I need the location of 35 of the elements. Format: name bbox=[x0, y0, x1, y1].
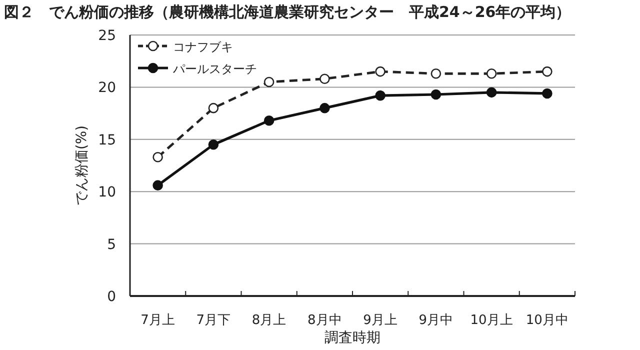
x-tick-label: 9月上 bbox=[363, 313, 398, 328]
legend-label: パールスターチ bbox=[172, 62, 257, 76]
x-tick-label: 10月中 bbox=[526, 313, 568, 328]
y-tick-label: 0 bbox=[107, 289, 116, 305]
point bbox=[430, 68, 442, 79]
x-tick-label: 8月上 bbox=[252, 313, 286, 328]
point bbox=[152, 180, 163, 190]
legend-label: コナフブキ bbox=[173, 40, 233, 54]
point bbox=[208, 102, 219, 114]
point bbox=[320, 74, 330, 84]
y-tick-label: 20 bbox=[98, 80, 116, 96]
x-axis-title: 調査時期 bbox=[324, 330, 380, 346]
point bbox=[542, 66, 552, 77]
y-axis-title: でん粉価(%) bbox=[74, 125, 90, 206]
point bbox=[430, 89, 442, 100]
point bbox=[486, 87, 497, 98]
point bbox=[208, 139, 219, 150]
y-tick-label: 10 bbox=[98, 184, 116, 201]
point bbox=[542, 88, 552, 99]
point bbox=[264, 76, 274, 88]
point bbox=[152, 152, 163, 162]
x-tick-label: 9月中 bbox=[418, 313, 454, 328]
y-tick-label: 5 bbox=[107, 236, 116, 253]
chart-title: 図２ でん粉価の推移（農研機構北海道農業研究センター 平成24～26年の平均） bbox=[4, 3, 571, 21]
point bbox=[320, 102, 330, 114]
x-tick-label: 10月上 bbox=[470, 313, 513, 328]
y-tick-label: 15 bbox=[98, 132, 116, 148]
point bbox=[375, 90, 386, 101]
x-tick-label: 8月中 bbox=[308, 313, 342, 328]
point bbox=[264, 115, 274, 126]
point bbox=[375, 66, 386, 77]
y-tick-label: 25 bbox=[98, 28, 116, 44]
x-tick-label: 7月上 bbox=[140, 313, 175, 328]
point bbox=[486, 68, 497, 79]
x-tick-label: 7月下 bbox=[196, 313, 231, 328]
